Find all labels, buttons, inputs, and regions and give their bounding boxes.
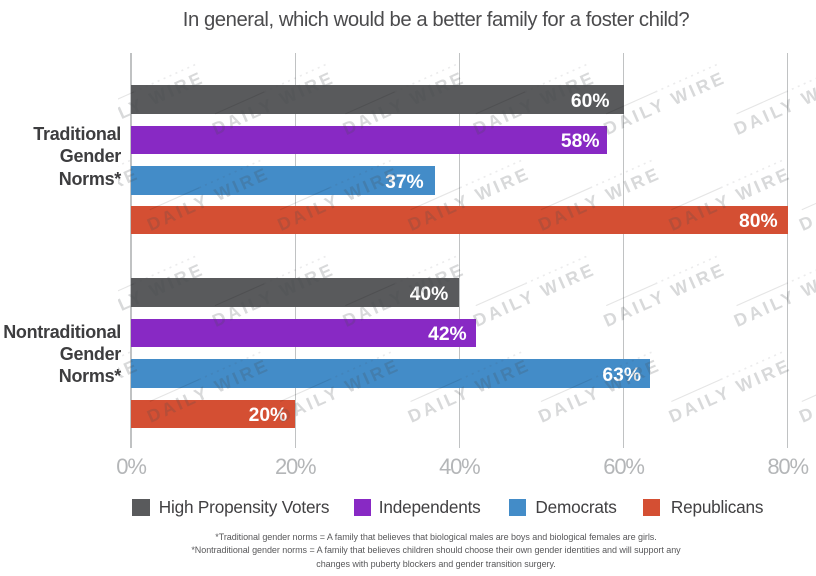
svg-text:DAILY WIRE: DAILY WIRE [470, 259, 599, 331]
svg-text:DAILY WIRE: DAILY WIRE [405, 163, 534, 235]
svg-text:DAILY WIRE: DAILY WIRE [796, 355, 816, 427]
svg-text:DAILY WIRE: DAILY WIRE [340, 259, 469, 331]
svg-text:DAILY WIRE: DAILY WIRE [405, 355, 534, 427]
svg-text:DAILY WIRE: DAILY WIRE [144, 355, 273, 427]
svg-text:DAILY WIRE: DAILY WIRE [600, 67, 729, 139]
svg-text:DAILY WIRE: DAILY WIRE [118, 163, 142, 235]
svg-text:DAILY WIRE: DAILY WIRE [274, 355, 403, 427]
svg-text:DAILY WIRE: DAILY WIRE [470, 67, 599, 139]
svg-text:DAILY WIRE: DAILY WIRE [118, 259, 207, 331]
svg-text:DAILY WIRE: DAILY WIRE [731, 67, 816, 139]
svg-text:DAILY WIRE: DAILY WIRE [340, 67, 469, 139]
svg-text:DAILY WIRE: DAILY WIRE [600, 259, 729, 331]
svg-text:DAILY WIRE: DAILY WIRE [796, 163, 816, 235]
svg-text:DAILY WIRE: DAILY WIRE [209, 67, 338, 139]
svg-text:DAILY WIRE: DAILY WIRE [144, 163, 273, 235]
svg-text:DAILY WIRE: DAILY WIRE [118, 355, 142, 427]
svg-text:DAILY WIRE: DAILY WIRE [209, 259, 338, 331]
svg-text:DAILY WIRE: DAILY WIRE [666, 355, 795, 427]
svg-text:DAILY WIRE: DAILY WIRE [731, 259, 816, 331]
svg-text:DAILY WIRE: DAILY WIRE [118, 67, 207, 139]
svg-text:DAILY WIRE: DAILY WIRE [666, 163, 795, 235]
svg-text:DAILY WIRE: DAILY WIRE [535, 355, 664, 427]
svg-text:DAILY WIRE: DAILY WIRE [274, 163, 403, 235]
svg-text:DAILY WIRE: DAILY WIRE [535, 163, 664, 235]
